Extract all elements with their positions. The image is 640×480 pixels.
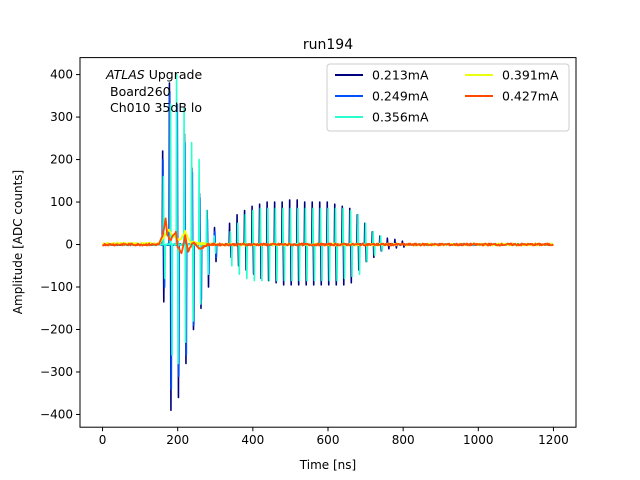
y-tick-label: 0	[65, 238, 73, 252]
x-axis-label: Time [ns]	[299, 458, 356, 472]
atlas-annotation: ATLAS Upgrade Board260 Ch010 35dB lo	[105, 67, 202, 115]
x-tick-label: 400	[241, 433, 264, 447]
y-tick-label: 300	[50, 110, 73, 124]
annotation-line-2: Board260	[110, 84, 171, 99]
x-axis: 0 200 400 600 800 1000 1200	[99, 427, 569, 447]
y-tick-label: −100	[40, 280, 73, 294]
x-tick-label: 0	[99, 433, 107, 447]
legend-label: 0.427mA	[502, 89, 559, 104]
y-tick-label: −400	[40, 407, 73, 421]
legend-label: 0.391mA	[502, 68, 559, 83]
annotation-line-1: ATLAS Upgrade	[105, 67, 202, 82]
x-tick-label: 1000	[463, 433, 494, 447]
y-tick-label: 200	[50, 153, 73, 167]
legend-label: 0.249mA	[372, 89, 429, 104]
annotation-atlas: ATLAS	[105, 67, 145, 82]
plot-area	[79, 57, 577, 428]
legend-label: 0.356mA	[372, 110, 429, 125]
x-tick-label: 800	[392, 433, 415, 447]
series-group	[101, 73, 555, 412]
x-tick-label: 200	[166, 433, 189, 447]
x-tick-label: 1200	[538, 433, 569, 447]
y-tick-label: 400	[50, 68, 73, 82]
y-tick-label: −300	[40, 365, 73, 379]
legend: 0.213mA 0.249mA 0.356mA 0.391mA 0.427mA	[326, 63, 570, 132]
y-axis: −400 −300 −200 −100 0 100 200 300 400	[40, 68, 80, 421]
y-tick-label: 100	[50, 195, 73, 209]
annotation-line-3: Ch010 35dB lo	[110, 100, 202, 115]
legend-label: 0.213mA	[372, 68, 429, 83]
y-axis-label: Amplitude [ADC counts]	[11, 170, 25, 314]
series-line-5	[101, 217, 554, 255]
legend-frame	[326, 63, 570, 132]
annotation-upgrade: Upgrade	[145, 67, 203, 82]
chart-title: run194	[303, 37, 353, 53]
y-tick-label: −200	[40, 322, 73, 336]
x-tick-label: 600	[317, 433, 340, 447]
